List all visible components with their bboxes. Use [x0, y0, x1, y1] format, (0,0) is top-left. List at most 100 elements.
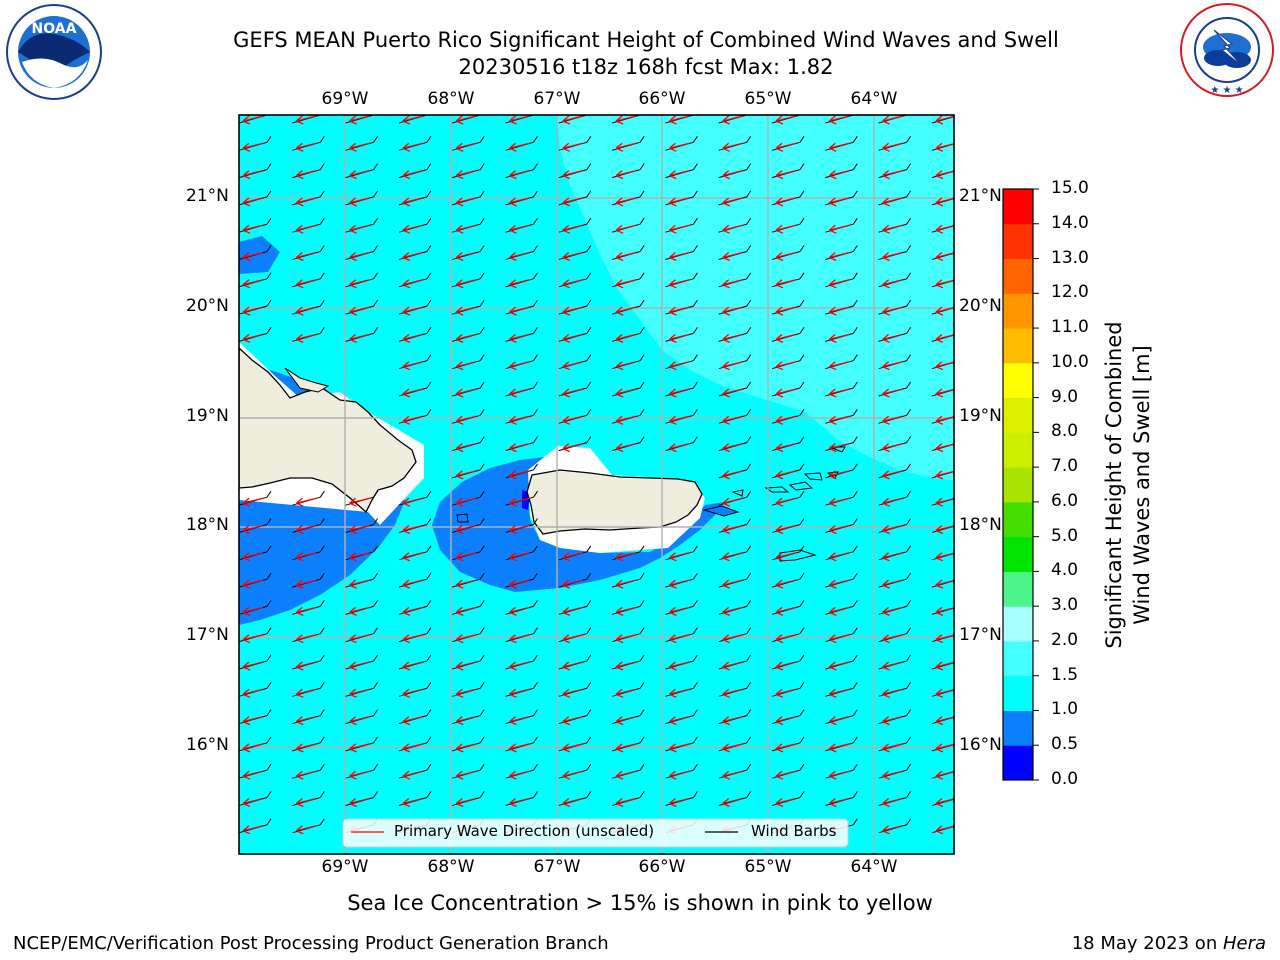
wave-direction-arrow — [509, 415, 530, 425]
wave-direction-arrow — [295, 688, 317, 698]
wave-direction-arrow — [615, 388, 637, 398]
colorbar-segment — [1003, 467, 1033, 503]
wave-direction-arrow — [455, 442, 477, 453]
wave-direction-arrow — [828, 361, 850, 371]
wave-direction-arrow — [615, 197, 637, 207]
wave-direction-arrow — [295, 634, 317, 644]
wave-direction-arrow — [455, 306, 477, 316]
wave-direction-arrow — [668, 306, 690, 316]
wave-direction-arrow — [775, 524, 797, 535]
wave-direction-arrow — [668, 579, 690, 589]
wave-direction-arrow — [242, 306, 264, 316]
wave-direction-arrow — [455, 388, 477, 398]
wave-direction-arrow — [295, 743, 317, 753]
lon-label-bottom: 66°W — [638, 857, 686, 877]
wave-direction-arrow — [722, 715, 743, 726]
lon-label-bottom: 64°W — [850, 857, 898, 877]
wave-direction-arrow — [935, 252, 954, 262]
wave-direction-arrow — [828, 306, 850, 316]
lon-label-top: 68°W — [427, 89, 475, 109]
wave-direction-arrow — [882, 279, 903, 289]
wave-direction-arrow — [242, 661, 264, 671]
wave-direction-arrow — [242, 142, 264, 152]
wave-direction-arrow — [615, 743, 637, 753]
wave-direction-arrow — [402, 251, 424, 262]
map-frame — [238, 114, 955, 855]
wave-direction-arrow — [935, 579, 954, 589]
wave-direction-arrow — [722, 115, 743, 125]
lat-label-right: 19°N — [959, 406, 1002, 426]
wave-direction-arrow — [722, 415, 743, 425]
wave-direction-arrow — [242, 715, 264, 726]
wave-direction-arrow — [935, 415, 954, 425]
wave-direction-arrow — [455, 415, 477, 425]
wave-direction-arrow — [349, 251, 370, 262]
wave-direction-arrow — [828, 224, 850, 234]
wave-direction-arrow — [402, 333, 424, 343]
wave-direction-arrow — [775, 661, 797, 671]
wave-direction-arrow — [295, 115, 317, 125]
wave-direction-arrow — [828, 415, 850, 425]
wave-direction-arrow — [668, 224, 690, 234]
wave-direction-arrow — [668, 715, 690, 726]
wave-direction-arrow — [722, 224, 743, 234]
lat-label-right: 18°N — [959, 515, 1002, 535]
wave-direction-arrow — [295, 333, 317, 343]
wave-direction-arrow — [349, 552, 370, 562]
wave-direction-arrow — [615, 552, 637, 562]
wave-direction-arrow — [402, 715, 424, 726]
wave-direction-arrow — [402, 415, 424, 425]
wave-direction-arrow — [295, 251, 317, 262]
wave-direction-arrow — [509, 470, 530, 480]
wave-direction-arrow — [349, 606, 370, 616]
wave-direction-arrow — [402, 770, 424, 780]
wave-direction-arrow — [935, 361, 954, 371]
wave-direction-arrow — [349, 497, 370, 507]
wave-direction-arrow — [722, 743, 743, 753]
wave-direction-arrow — [615, 688, 637, 698]
wave-direction-arrow — [828, 197, 850, 207]
wave-direction-arrow — [242, 634, 264, 644]
wave-direction-arrow — [882, 306, 903, 316]
wave-direction-arrow — [509, 279, 530, 289]
wave-direction-arrow — [935, 388, 954, 398]
wave-direction-arrow — [242, 743, 264, 753]
wave-direction-arrow — [775, 306, 797, 316]
wave-direction-arrow — [349, 115, 370, 125]
wave-direction-arrow — [935, 798, 954, 808]
wave-direction-arrow — [882, 606, 903, 616]
land-hispaniola — [239, 347, 417, 514]
lon-label-top: 65°W — [744, 89, 792, 109]
wave-direction-arrow — [349, 743, 370, 753]
wave-direction-arrow — [562, 361, 583, 371]
wave-direction-arrow — [775, 470, 797, 480]
chart-subtitle: 20230516 t18z 168h fcst Max: 1.82 — [458, 55, 834, 79]
wave-direction-arrow — [242, 251, 264, 262]
wave-direction-arrow — [722, 361, 743, 371]
wave-direction-arrow — [562, 142, 583, 152]
colorbar-segment — [1003, 362, 1033, 399]
wave-direction-arrow — [722, 333, 743, 343]
wave-direction-arrow — [828, 388, 850, 398]
wave-direction-arrow — [828, 715, 850, 726]
wave-direction-arrow — [615, 579, 637, 589]
wave-direction-arrow — [882, 388, 903, 398]
wave-direction-arrow — [509, 333, 530, 343]
wave-direction-arrow — [402, 115, 424, 125]
wave-direction-arrow — [242, 169, 264, 180]
lat-label-right: 20°N — [959, 296, 1002, 316]
wave-direction-arrow — [455, 688, 477, 698]
wave-direction-arrow — [562, 770, 583, 780]
colorbar-segment — [1003, 710, 1033, 746]
wave-direction-arrow — [242, 825, 264, 835]
wave-direction-arrow — [242, 197, 264, 207]
wave-direction-arrow — [828, 661, 850, 671]
colorbar-segment — [1003, 536, 1033, 572]
wave-direction-arrow — [668, 197, 690, 207]
wave-direction-arrow — [668, 388, 690, 398]
wave-direction-arrow — [455, 715, 477, 726]
wave-direction-arrow — [242, 770, 264, 780]
wave-direction-arrow — [775, 497, 797, 507]
wave-direction-arrow — [828, 634, 850, 644]
wave-direction-arrow — [668, 442, 690, 453]
